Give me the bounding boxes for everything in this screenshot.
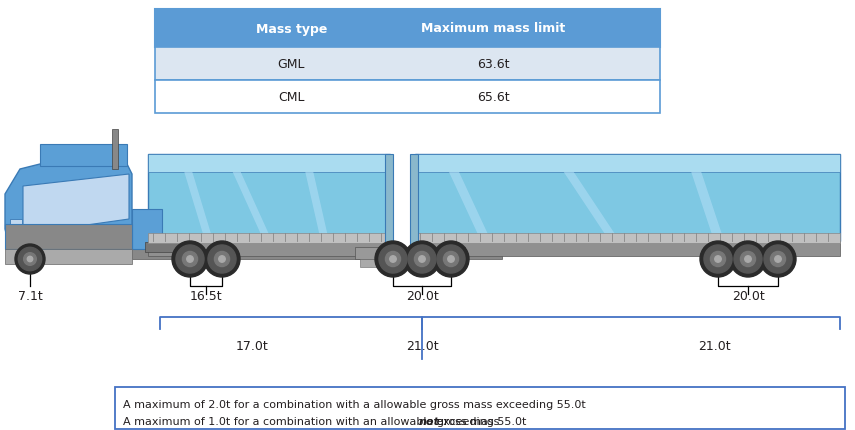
Bar [155,81,660,114]
Circle shape [415,252,429,267]
Bar [155,48,660,81]
Polygon shape [563,172,616,236]
Bar [360,259,420,267]
Circle shape [182,252,198,267]
Bar [148,155,390,172]
Circle shape [715,256,722,263]
Circle shape [764,246,792,273]
Circle shape [204,241,240,277]
Circle shape [745,256,752,263]
Circle shape [740,252,756,267]
Bar [148,155,390,241]
Bar [5,224,132,249]
Circle shape [734,246,762,273]
Circle shape [186,256,193,263]
Text: 21.0t: 21.0t [699,339,731,352]
Circle shape [437,246,465,273]
Text: 65.6t: 65.6t [477,91,510,104]
Bar [415,247,465,259]
Circle shape [390,256,396,263]
Circle shape [208,246,236,273]
Bar [5,249,132,264]
Text: 16.5t: 16.5t [190,289,222,302]
Bar [112,130,118,169]
Circle shape [18,248,42,271]
Text: 20.0t: 20.0t [405,289,439,302]
Bar [132,209,162,249]
Circle shape [24,253,36,266]
Circle shape [704,246,732,273]
Text: Mass type: Mass type [256,22,327,35]
Circle shape [760,241,796,277]
Circle shape [27,257,32,262]
Circle shape [408,246,436,273]
Text: exceeding 55.0t: exceeding 55.0t [433,416,527,426]
Polygon shape [185,172,212,236]
Bar [10,219,22,249]
Circle shape [172,241,208,277]
Bar [385,155,393,252]
Circle shape [176,246,204,273]
Text: A maximum of 1.0t for a combination with an allowable gross mass: A maximum of 1.0t for a combination with… [123,416,503,426]
Polygon shape [5,165,132,249]
Circle shape [444,252,458,267]
Text: not: not [419,416,439,426]
Text: 21.0t: 21.0t [405,339,439,352]
Text: Maximum mass limit: Maximum mass limit [422,22,565,35]
Polygon shape [233,172,269,236]
Bar [40,144,127,166]
Bar [415,241,840,256]
Circle shape [219,256,225,263]
Bar [415,233,840,243]
Circle shape [700,241,736,277]
Text: GML: GML [278,58,305,71]
Bar [410,155,418,252]
Circle shape [775,256,781,263]
Circle shape [770,252,786,267]
Circle shape [730,241,766,277]
Bar [155,10,660,48]
Circle shape [433,241,469,277]
Bar [355,247,430,259]
Bar [148,233,390,243]
Text: 63.6t: 63.6t [477,58,510,71]
Text: 20.0t: 20.0t [732,289,764,302]
Text: A maximum of 2.0t for a combination with a allowable gross mass exceeding 55.0t: A maximum of 2.0t for a combination with… [123,399,586,409]
Polygon shape [691,172,722,236]
Circle shape [711,252,726,267]
Bar [132,247,502,259]
Polygon shape [23,175,129,234]
Polygon shape [449,172,489,236]
Circle shape [15,244,45,274]
Bar [115,387,845,429]
Text: CML: CML [278,91,304,104]
Circle shape [448,256,454,263]
Bar [148,241,390,256]
Circle shape [375,241,411,277]
Bar [145,243,185,252]
Text: 17.0t: 17.0t [235,339,268,352]
Circle shape [404,241,440,277]
Circle shape [215,252,229,267]
Circle shape [379,246,407,273]
Bar [415,155,840,172]
Text: 7.1t: 7.1t [18,289,43,302]
Circle shape [386,252,400,267]
Bar [415,155,840,241]
Polygon shape [305,172,327,236]
Circle shape [419,256,425,263]
